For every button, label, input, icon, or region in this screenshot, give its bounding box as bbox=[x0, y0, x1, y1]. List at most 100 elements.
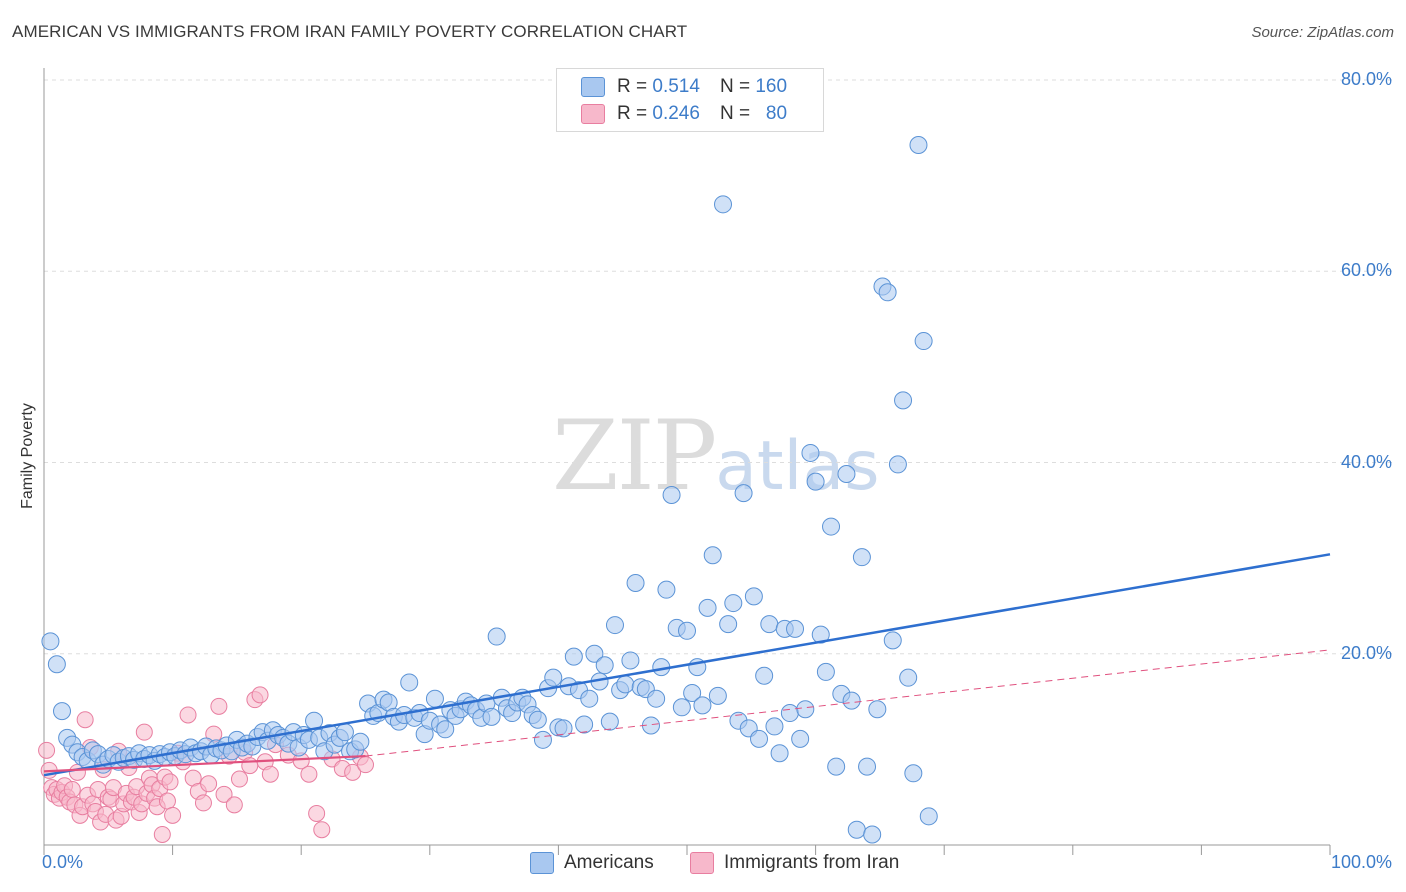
americans-point bbox=[647, 689, 666, 708]
americans-point bbox=[822, 517, 841, 536]
legend-n-label: N = bbox=[719, 76, 751, 97]
americans-point bbox=[847, 820, 866, 839]
americans-point bbox=[791, 729, 810, 748]
iran-point bbox=[230, 770, 248, 788]
bottom-legend-swatch-americans bbox=[530, 852, 554, 874]
americans-point bbox=[683, 683, 702, 702]
legend-n-label: N = bbox=[719, 103, 751, 124]
chart-title: AMERICAN VS IMMIGRANTS FROM IRAN FAMILY … bbox=[12, 22, 688, 41]
americans-points bbox=[41, 136, 938, 844]
y-tick-label: 20.0% bbox=[1340, 642, 1392, 663]
bottom-legend-label-iran: Immigrants from Iran bbox=[724, 852, 900, 873]
source-label[interactable]: Source: ZipAtlas.com bbox=[1251, 24, 1394, 41]
americans-point bbox=[863, 825, 882, 844]
iran-point bbox=[357, 756, 374, 774]
bottom-legend-americans[interactable]: Americans bbox=[530, 852, 654, 874]
americans-point bbox=[693, 696, 712, 715]
bottom-legend-label-americans: Americans bbox=[564, 852, 654, 873]
americans-point bbox=[600, 712, 619, 731]
grid-lines bbox=[44, 79, 1392, 655]
americans-point bbox=[533, 730, 552, 749]
americans-point bbox=[41, 632, 60, 651]
americans-point bbox=[806, 472, 825, 491]
americans-point bbox=[837, 464, 856, 483]
americans-point bbox=[351, 732, 370, 751]
legend-n-value: 160 bbox=[755, 76, 788, 97]
iran-point bbox=[215, 785, 233, 803]
americans-point bbox=[868, 700, 887, 719]
americans-point bbox=[487, 627, 506, 646]
y-tick-label: 40.0% bbox=[1340, 451, 1392, 472]
americans-point bbox=[811, 625, 830, 644]
americans-point bbox=[909, 136, 928, 155]
iran-point bbox=[300, 765, 318, 783]
americans-point bbox=[698, 598, 717, 617]
americans-point bbox=[904, 764, 923, 783]
y-tick-label: 80.0% bbox=[1340, 69, 1392, 89]
americans-point bbox=[765, 717, 784, 736]
iran-point bbox=[241, 757, 259, 775]
americans-point bbox=[580, 689, 599, 708]
iran-point bbox=[179, 706, 197, 724]
americans-point bbox=[734, 484, 753, 503]
americans-point bbox=[724, 594, 743, 613]
americans-point bbox=[842, 691, 861, 710]
legend-r-value: 0.246 bbox=[652, 103, 700, 124]
americans-point bbox=[894, 391, 913, 410]
americans-point bbox=[595, 656, 614, 675]
americans-point bbox=[744, 587, 763, 606]
americans-point bbox=[801, 443, 820, 462]
bottom-legend-iran[interactable]: Immigrants from Iran bbox=[690, 852, 899, 874]
americans-point bbox=[482, 707, 501, 726]
americans-point bbox=[888, 455, 907, 474]
iran-point bbox=[194, 794, 212, 812]
bottom-legend: Americans Immigrants from Iran bbox=[0, 852, 1406, 876]
americans-point bbox=[672, 698, 691, 717]
americans-point bbox=[703, 546, 722, 565]
americans-point bbox=[425, 689, 444, 708]
americans-point bbox=[585, 644, 604, 663]
americans-point bbox=[564, 647, 583, 666]
americans-point bbox=[780, 704, 799, 723]
legend-r-value: 0.514 bbox=[652, 76, 700, 97]
iran-point bbox=[38, 741, 56, 759]
legend-swatch-iran bbox=[581, 104, 605, 124]
americans-point bbox=[626, 573, 645, 592]
iran-point bbox=[63, 781, 81, 799]
americans-point bbox=[575, 715, 594, 734]
americans-point bbox=[554, 719, 573, 738]
americans-point bbox=[883, 631, 902, 650]
legend-row-americans: R = 0.514 N = 160 bbox=[581, 75, 787, 99]
y-tick-label: 60.0% bbox=[1340, 260, 1392, 281]
americans-point bbox=[760, 615, 779, 634]
americans-point bbox=[770, 744, 789, 763]
iran-point bbox=[164, 806, 182, 824]
americans-point bbox=[750, 729, 769, 748]
axes bbox=[43, 68, 1331, 855]
americans-point bbox=[605, 616, 624, 635]
legend-swatch-americans bbox=[581, 77, 605, 97]
iran-point bbox=[135, 723, 153, 741]
iran-point bbox=[153, 825, 171, 843]
americans-point bbox=[616, 675, 635, 694]
americans-point bbox=[899, 668, 918, 687]
americans-point bbox=[914, 332, 933, 351]
americans-point bbox=[755, 666, 774, 685]
americans-point bbox=[852, 548, 871, 567]
iran-point bbox=[261, 765, 279, 783]
americans-point bbox=[708, 686, 727, 705]
iran-point bbox=[200, 775, 218, 793]
legend-row-iran: R = 0.246 N = 80 bbox=[581, 102, 787, 126]
iran-point bbox=[158, 792, 176, 810]
americans-point bbox=[528, 710, 547, 729]
iran-point bbox=[313, 821, 331, 839]
trend-lines bbox=[43, 553, 1331, 777]
iran-trend-line-extension bbox=[365, 649, 1331, 757]
x-tick-min: 0.0% bbox=[42, 852, 84, 872]
iran-point bbox=[251, 686, 269, 704]
iran-point bbox=[161, 773, 179, 791]
americans-point bbox=[53, 702, 72, 721]
americans-point bbox=[714, 195, 733, 214]
watermark: ZIPatlas bbox=[552, 400, 880, 512]
